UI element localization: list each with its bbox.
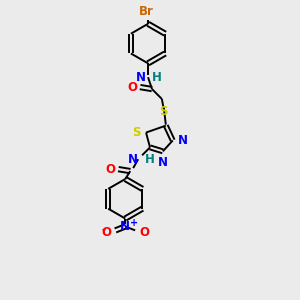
Text: O: O	[105, 163, 116, 176]
Text: O: O	[139, 226, 149, 239]
Text: N: N	[158, 156, 168, 169]
Text: S: S	[133, 126, 141, 139]
Text: O: O	[101, 226, 111, 239]
Text: N: N	[128, 153, 138, 166]
Text: N: N	[120, 220, 130, 233]
Text: N: N	[136, 71, 146, 84]
Text: N: N	[178, 134, 188, 147]
Text: O: O	[127, 81, 137, 94]
Text: S: S	[160, 105, 168, 118]
Text: +: +	[130, 218, 138, 229]
Text: H: H	[145, 153, 155, 166]
Text: Br: Br	[139, 5, 154, 18]
Text: -: -	[101, 224, 106, 234]
Text: H: H	[152, 71, 162, 84]
